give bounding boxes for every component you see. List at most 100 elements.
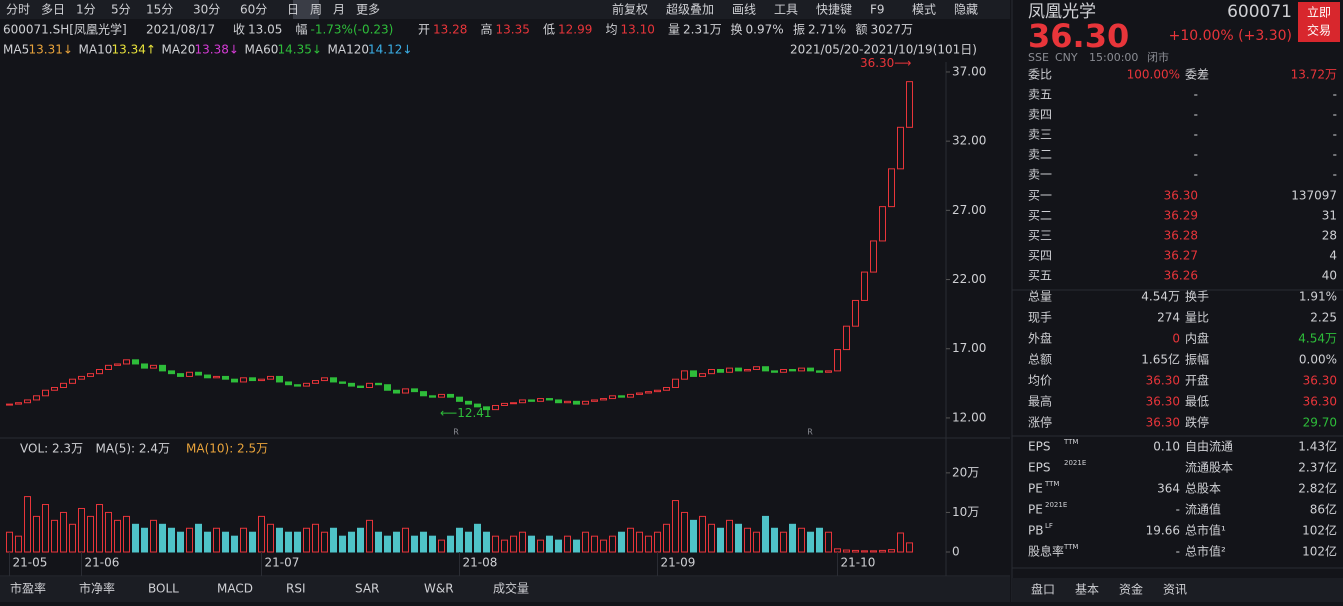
volume-bar xyxy=(474,523,481,553)
indicator-tab[interactable]: MACD xyxy=(217,582,253,596)
button-label[interactable]: 立即 xyxy=(1307,5,1331,20)
period-tab[interactable]: 60分 xyxy=(240,3,267,17)
book-volume: - xyxy=(1333,88,1337,102)
candle xyxy=(168,370,175,375)
book-volume: 40 xyxy=(1322,269,1337,283)
field-value: 364 xyxy=(1157,482,1180,496)
volume-bar xyxy=(105,511,112,553)
quote-label: 额 xyxy=(856,23,868,37)
candle xyxy=(456,396,463,402)
panel-tab[interactable]: 基本 xyxy=(1075,583,1099,597)
tool-button[interactable]: 模式 xyxy=(912,3,936,17)
volume-bar xyxy=(771,527,778,553)
y-tick-label: 22.00 xyxy=(952,272,986,286)
field-value: 100.00% xyxy=(1127,68,1180,82)
tool-button[interactable]: F9 xyxy=(870,3,885,17)
quote-value: 2.31万 xyxy=(683,23,722,37)
candle xyxy=(834,349,841,372)
indicator-tab[interactable]: BOLL xyxy=(148,582,179,596)
candle xyxy=(654,389,661,393)
meta: SSE xyxy=(1028,51,1049,64)
book-price: - xyxy=(1194,128,1198,142)
volume-bar xyxy=(240,527,247,553)
button-label[interactable]: 交易 xyxy=(1307,23,1331,38)
candle xyxy=(411,388,418,393)
book-label: 买三 xyxy=(1028,229,1052,243)
vol-legend: VOL: 2.3万 xyxy=(20,442,83,456)
period-tab[interactable]: 1分 xyxy=(76,3,96,17)
indicator-tab[interactable]: 市盈率 xyxy=(10,581,46,596)
volume-bar xyxy=(159,523,166,553)
ma-name: MA20 xyxy=(162,43,196,57)
meta: 15:00:00 xyxy=(1089,51,1138,64)
volume-bar xyxy=(663,523,670,553)
period-tab[interactable]: 多日 xyxy=(41,3,65,17)
quote-label: 幅 xyxy=(296,22,308,37)
period-tab[interactable]: 更多 xyxy=(356,3,380,17)
x-tick-label: 21-09 xyxy=(661,556,696,570)
candle xyxy=(699,373,706,377)
x-tick-label: 21-08 xyxy=(463,556,498,570)
period-tab[interactable]: 15分 xyxy=(146,3,173,17)
quote-value: 13.28 xyxy=(433,23,467,37)
book-volume: 137097 xyxy=(1291,189,1337,203)
quote-label: 收 xyxy=(233,23,245,37)
volume-bar xyxy=(339,535,346,553)
tool-button[interactable]: 快捷键 xyxy=(816,3,852,17)
candle xyxy=(798,367,805,372)
period-tab[interactable]: 5分 xyxy=(111,3,131,17)
volume-bar xyxy=(87,515,94,553)
annotation: ⟵12.41 xyxy=(440,406,492,420)
indicator-tab[interactable]: RSI xyxy=(286,582,306,596)
volume-bar xyxy=(411,535,418,553)
tool-button[interactable]: 超级叠加 xyxy=(666,2,714,17)
period-tab[interactable]: 周 xyxy=(310,3,322,17)
indicator-tab[interactable]: W&R xyxy=(424,582,454,596)
tool-button[interactable]: 工具 xyxy=(774,3,798,17)
candle xyxy=(258,378,265,382)
ma-name: MA120 xyxy=(328,43,369,57)
candle xyxy=(177,373,184,377)
book-label: 卖四 xyxy=(1028,108,1052,122)
panel-tab[interactable]: 资讯 xyxy=(1163,583,1187,597)
period-tab[interactable]: 月 xyxy=(333,3,345,17)
field-label: 总量 xyxy=(1028,290,1052,304)
field-value: 2.25 xyxy=(1310,311,1337,325)
volume-bar xyxy=(213,527,220,553)
tool-button[interactable]: 隐藏 xyxy=(954,3,978,17)
indicator-tab[interactable]: 成交量 xyxy=(493,581,529,596)
candle xyxy=(843,325,850,351)
candle xyxy=(420,391,427,397)
panel-tabs xyxy=(1012,578,1343,602)
volume-bar xyxy=(456,527,463,553)
period-tab[interactable]: 分时 xyxy=(6,3,30,17)
volume-bar xyxy=(492,535,499,553)
book-label: 买四 xyxy=(1028,249,1052,263)
panel-tab[interactable]: 盘口 xyxy=(1031,582,1055,597)
stock-code: 600071 xyxy=(1227,2,1292,22)
book-price: 36.26 xyxy=(1164,269,1198,283)
field-label: 跌停 xyxy=(1185,415,1209,430)
field-label: EPS xyxy=(1028,461,1050,475)
tool-button[interactable]: 前复权 xyxy=(612,2,648,17)
trade-button[interactable] xyxy=(1298,2,1340,42)
candle xyxy=(357,385,364,388)
candle xyxy=(726,367,733,373)
period-tab[interactable]: 日 xyxy=(287,3,299,17)
candle xyxy=(213,375,220,379)
volume-bar xyxy=(744,527,751,553)
volume-bar xyxy=(330,527,337,553)
annotation: 36.30⟶ xyxy=(860,56,912,70)
indicator-tab[interactable]: SAR xyxy=(355,582,379,596)
period-tab[interactable]: 30分 xyxy=(193,3,220,17)
volume-bar xyxy=(681,511,688,553)
volume-bar xyxy=(42,504,49,553)
candle xyxy=(195,371,202,376)
candle xyxy=(465,400,472,405)
ma-value: 14.12↓ xyxy=(368,43,412,57)
field-value: 86亿 xyxy=(1310,502,1337,517)
indicator-tab[interactable]: 市净率 xyxy=(79,581,115,596)
panel-tab[interactable]: 资金 xyxy=(1119,582,1143,597)
tool-button[interactable]: 画线 xyxy=(732,3,756,17)
